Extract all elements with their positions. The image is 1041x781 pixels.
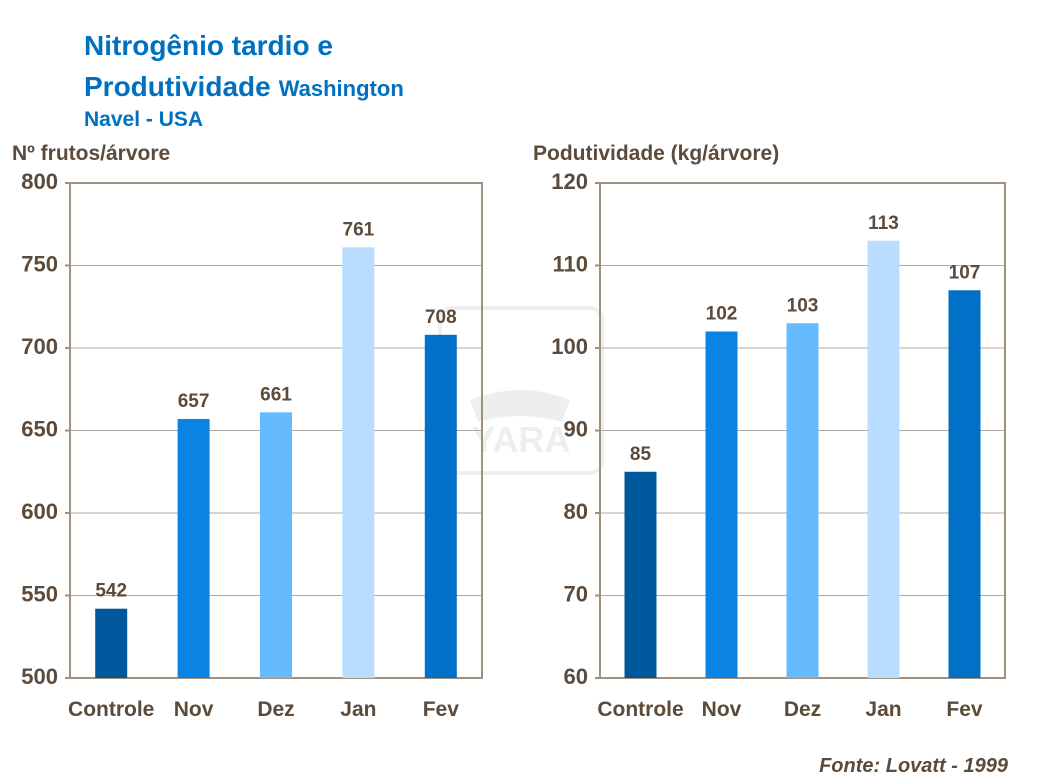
y-tick-label: 90 [564, 416, 588, 441]
title-line2-suffix: Washington [279, 76, 404, 101]
bar [705, 331, 738, 678]
title-line3: Navel - USA [84, 108, 203, 131]
value-label: 113 [868, 213, 899, 234]
y-tick-label: 650 [21, 416, 58, 441]
x-tick-label: Jan [340, 698, 376, 721]
y-axis-label: Nº frutos/árvore [12, 142, 170, 165]
bar [342, 247, 375, 678]
y-tick-label: 550 [21, 581, 58, 606]
title-line2: Produtividade Washington [84, 71, 404, 102]
value-label: 107 [949, 262, 981, 283]
title-line2-main: Produtividade [84, 71, 271, 102]
y-tick-label: 70 [564, 581, 588, 606]
watermark: YARA [438, 306, 604, 475]
y-tick-label: 100 [551, 334, 588, 359]
x-tick-label: Jan [865, 698, 901, 721]
y-axis-label: Podutividade (kg/árvore) [533, 142, 779, 165]
y-tick-label: 800 [21, 169, 58, 194]
y-tick-label: 500 [21, 664, 58, 689]
watermark-text: YARA [472, 419, 571, 460]
x-tick-label: Controle [597, 698, 683, 721]
bar [95, 608, 128, 678]
x-tick-label: Fev [946, 698, 983, 721]
x-tick-label: Nov [702, 698, 742, 721]
y-tick-label: 80 [564, 499, 588, 524]
value-label: 761 [343, 219, 375, 240]
value-label: 542 [95, 581, 127, 602]
y-tick-label: 750 [21, 251, 58, 276]
bar [867, 240, 900, 678]
y-tick-label: 700 [21, 334, 58, 359]
value-label: 85 [630, 444, 652, 465]
watermark-boat [470, 390, 570, 422]
x-tick-label: Fev [423, 698, 460, 721]
x-tick-label: Nov [174, 698, 214, 721]
value-label: 102 [706, 304, 738, 325]
source: Fonte: Lovatt - 1999 [819, 755, 1009, 777]
title-line1: Nitrogênio tardio e [84, 30, 333, 61]
value-label: 103 [787, 295, 819, 316]
x-tick-label: Dez [257, 698, 294, 721]
y-tick-label: 60 [564, 664, 588, 689]
y-tick-label: 120 [551, 169, 588, 194]
y-tick-label: 600 [21, 499, 58, 524]
bar [260, 412, 292, 678]
y-tick-label: 110 [553, 251, 589, 276]
x-tick-label: Controle [68, 698, 154, 721]
x-tick-label: Dez [784, 698, 821, 721]
value-label: 708 [425, 307, 457, 328]
bar [424, 334, 457, 678]
bar [786, 323, 819, 678]
bar [177, 418, 210, 678]
bar [948, 290, 981, 678]
value-label: 657 [178, 391, 210, 412]
bar [624, 471, 657, 678]
value-label: 661 [260, 384, 292, 405]
